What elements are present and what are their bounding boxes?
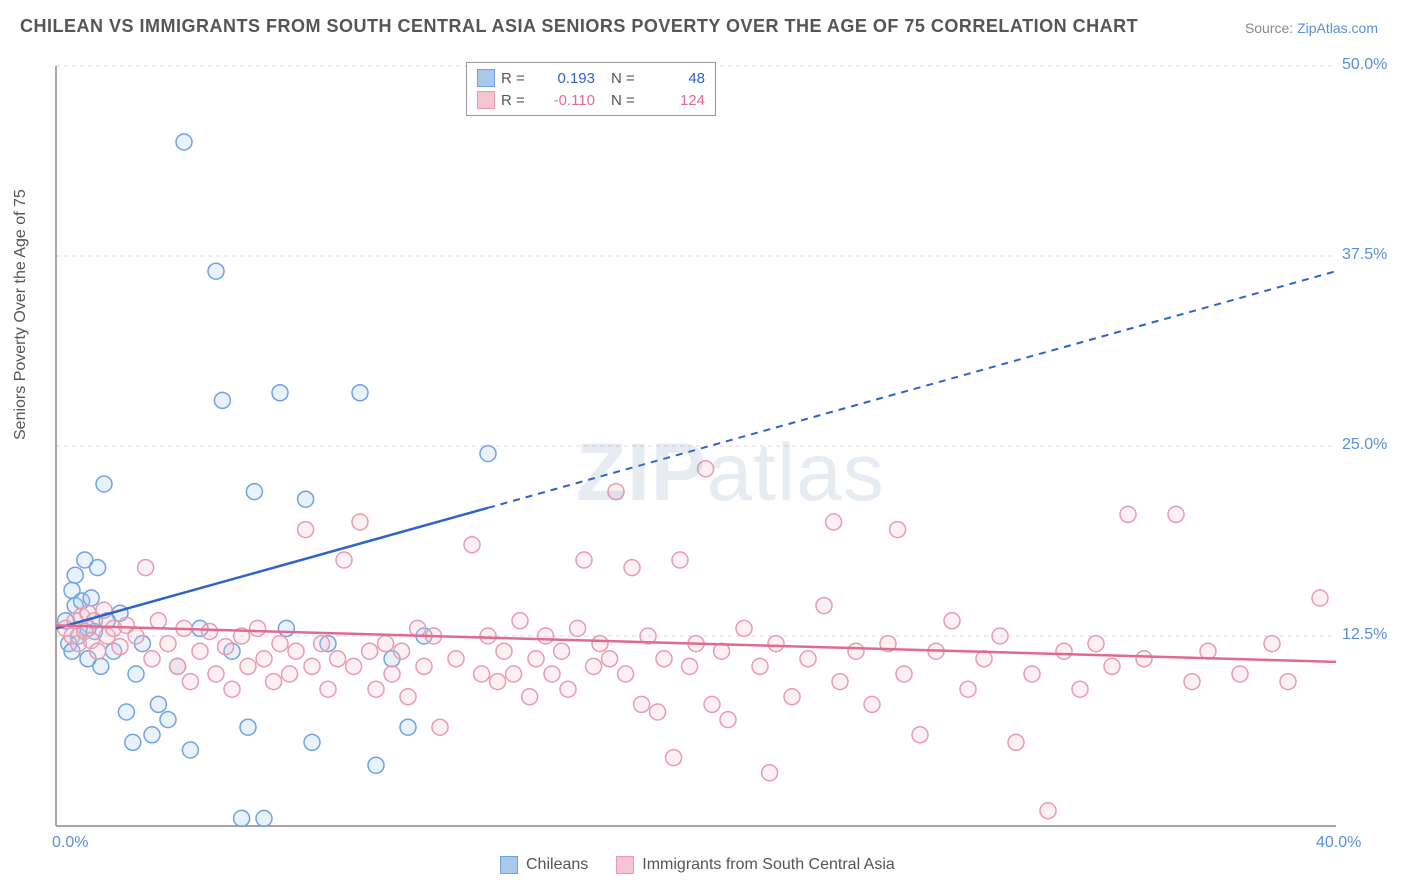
chart-title: CHILEAN VS IMMIGRANTS FROM SOUTH CENTRAL… xyxy=(20,16,1138,37)
n-label: N = xyxy=(611,92,639,109)
x-tick-label: 0.0% xyxy=(52,834,88,852)
scatter-chart-svg xyxy=(46,56,1366,836)
series-legend-item: Chileans xyxy=(500,856,588,874)
r-value: -0.110 xyxy=(535,92,595,109)
n-label: N = xyxy=(611,70,639,87)
series-legend-item: Immigrants from South Central Asia xyxy=(616,856,895,874)
x-tick-label: 40.0% xyxy=(1316,834,1361,852)
source-attribution: Source: ZipAtlas.com xyxy=(1245,20,1378,36)
y-tick-label: 50.0% xyxy=(1342,56,1387,74)
legend-swatch xyxy=(616,856,634,874)
source-prefix: Source: xyxy=(1245,20,1297,36)
series-legend-label: Immigrants from South Central Asia xyxy=(642,856,895,874)
series-legend: Chileans Immigrants from South Central A… xyxy=(500,856,895,874)
y-tick-label: 12.5% xyxy=(1342,626,1387,644)
n-value: 124 xyxy=(645,92,705,109)
chart-area: ZIPatlas R = 0.193 N = 48 R = -0.110 N =… xyxy=(46,56,1366,836)
r-value: 0.193 xyxy=(535,70,595,87)
legend-swatch xyxy=(477,69,495,87)
series-legend-label: Chileans xyxy=(526,856,588,874)
n-value: 48 xyxy=(645,70,705,87)
legend-swatch xyxy=(477,91,495,109)
legend-swatch xyxy=(500,856,518,874)
y-tick-label: 37.5% xyxy=(1342,246,1387,264)
correlation-legend-row: R = 0.193 N = 48 xyxy=(477,67,705,89)
source-link[interactable]: ZipAtlas.com xyxy=(1297,20,1378,36)
correlation-legend: R = 0.193 N = 48 R = -0.110 N = 124 xyxy=(466,62,716,116)
y-axis-label: Seniors Poverty Over the Age of 75 xyxy=(12,189,30,440)
correlation-legend-row: R = -0.110 N = 124 xyxy=(477,89,705,111)
r-label: R = xyxy=(501,92,529,109)
y-tick-label: 25.0% xyxy=(1342,436,1387,454)
r-label: R = xyxy=(501,70,529,87)
